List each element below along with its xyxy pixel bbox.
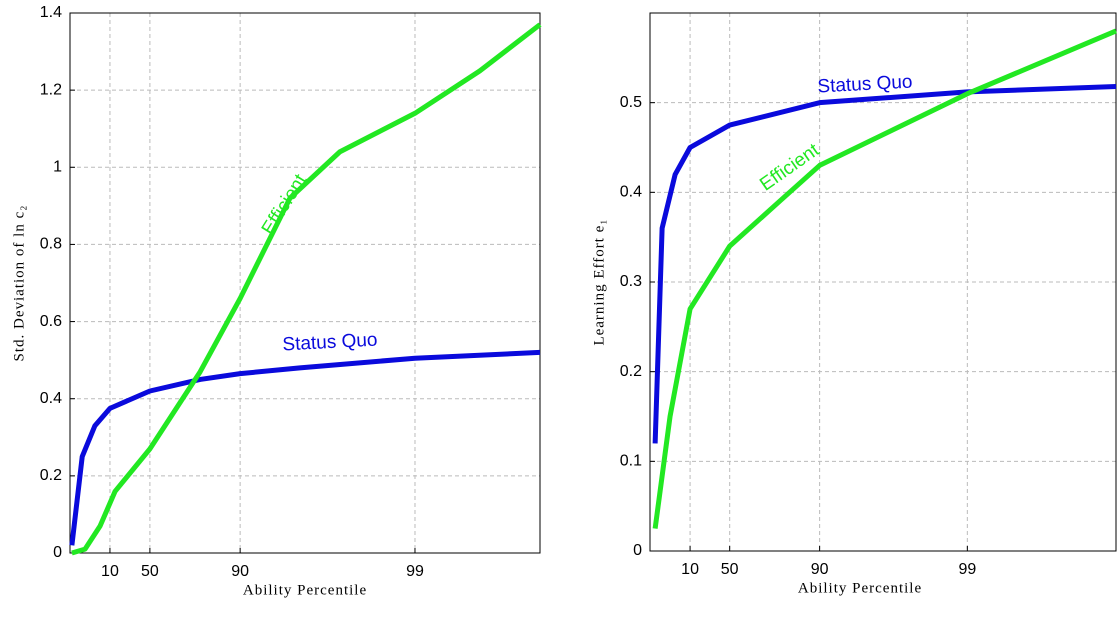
x-tick-label: 90 — [811, 561, 829, 578]
series-label: Efficient — [258, 170, 312, 239]
y-axis-label: Learning Effort e₁ — [591, 218, 607, 345]
x-axis-label: Ability Percentile — [798, 580, 922, 596]
line — [71, 22, 542, 556]
x-axis-label: Ability Percentile — [243, 582, 367, 598]
y-tick-label: 1.4 — [40, 4, 62, 21]
series-label: Status Quo — [282, 330, 378, 356]
line — [652, 84, 1117, 444]
x-tick-label: 90 — [231, 563, 249, 580]
plot-frame — [69, 12, 541, 554]
x-tick-label: 99 — [406, 563, 424, 580]
x-tick-label: 10 — [101, 563, 119, 580]
line — [652, 28, 1117, 529]
x-tick-label: 50 — [141, 563, 159, 580]
y-tick-label: 0.2 — [40, 467, 62, 484]
x-tick-label: 10 — [681, 561, 699, 578]
series-label: Status Quo — [817, 72, 913, 98]
plot-frame — [649, 12, 1117, 552]
y-tick-label: 0.8 — [40, 236, 62, 253]
y-tick-label: 0.3 — [620, 273, 642, 290]
x-tick-label: 99 — [958, 561, 976, 578]
y-tick-label: 0.4 — [620, 184, 642, 201]
y-tick-label: 0 — [633, 542, 642, 559]
x-tick-label: 50 — [721, 561, 739, 578]
y-tick-label: 1.2 — [40, 81, 62, 98]
y-tick-label: 0.2 — [620, 363, 642, 380]
y-tick-label: 0 — [53, 544, 62, 561]
y-tick-label: 0.6 — [40, 313, 62, 330]
y-tick-label: 0.1 — [620, 453, 642, 470]
y-axis-label: Std. Deviation of ln c₂ — [11, 205, 27, 362]
y-tick-label: 0.4 — [40, 390, 62, 407]
line — [69, 349, 541, 546]
y-tick-label: 0.5 — [620, 94, 642, 111]
y-tick-label: 1 — [53, 159, 62, 176]
